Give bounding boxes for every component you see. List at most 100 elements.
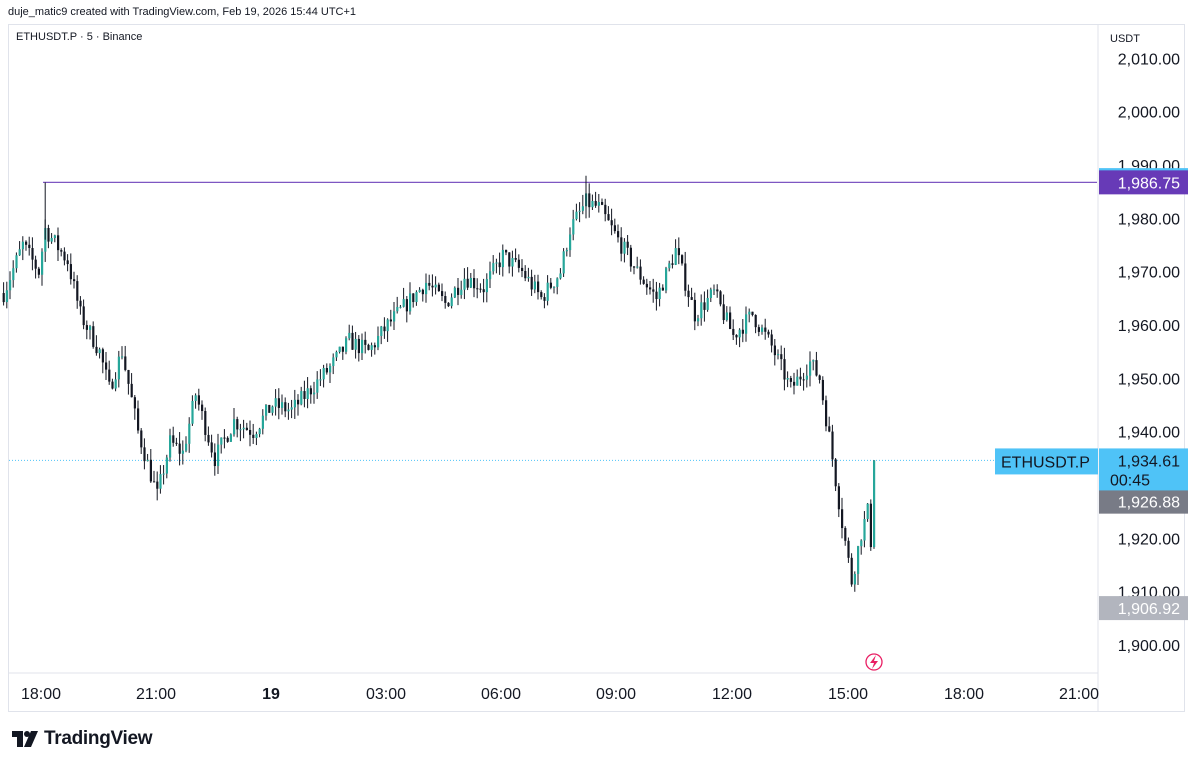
candle-body xyxy=(450,297,453,307)
current-price-tag: 1,934.61 xyxy=(1118,453,1180,470)
candle-body xyxy=(341,346,344,352)
candle-body xyxy=(367,344,370,350)
candle-body xyxy=(73,279,76,282)
candle-body xyxy=(837,486,840,510)
candle-body xyxy=(383,326,386,332)
candle-body xyxy=(514,258,517,260)
candle-body xyxy=(79,300,82,307)
price-axis-tick: 2,000.00 xyxy=(1118,105,1180,122)
candle-body xyxy=(620,237,623,254)
candle-body xyxy=(850,557,853,585)
candle-body xyxy=(437,284,440,292)
candle-body xyxy=(847,540,850,558)
candle-body xyxy=(453,287,456,298)
candle-body xyxy=(501,249,504,268)
candle-body xyxy=(268,404,271,413)
candle-body xyxy=(725,312,728,321)
candle-body xyxy=(834,459,837,487)
candle-body xyxy=(466,278,469,288)
candle-body xyxy=(719,291,722,305)
candle-body xyxy=(249,429,252,435)
candle-body xyxy=(668,263,671,269)
candle-body xyxy=(9,280,12,291)
candle-body xyxy=(242,427,245,430)
candle-body xyxy=(489,271,492,280)
candle-body xyxy=(658,287,661,300)
candle-body xyxy=(447,302,450,307)
tradingview-logo[interactable]: TradingView xyxy=(12,728,153,750)
candle-body xyxy=(226,437,229,442)
time-axis-tick: 09:00 xyxy=(596,686,636,703)
current-price-tag-bg xyxy=(1099,448,1188,491)
chart-credit: duje_matic9 created with TradingView.com… xyxy=(8,6,357,18)
candle-body xyxy=(284,402,287,412)
candle-body xyxy=(780,354,783,360)
candle-body xyxy=(114,379,117,389)
candle-body xyxy=(607,214,610,221)
candle-body xyxy=(841,509,844,529)
candle-body xyxy=(140,430,143,448)
candle-body xyxy=(53,235,56,239)
candle-body xyxy=(389,319,392,322)
candle-body xyxy=(185,443,188,451)
candle-body xyxy=(645,283,648,288)
bar-countdown: 00:45 xyxy=(1110,472,1150,489)
candle-body xyxy=(290,407,293,410)
candle-body xyxy=(181,450,184,454)
entry-price-tag-bg xyxy=(1099,489,1188,514)
candle-body xyxy=(517,259,520,268)
candle-body xyxy=(348,332,351,339)
candle-body xyxy=(748,311,751,315)
candle-body xyxy=(498,262,501,268)
candle-body xyxy=(405,299,408,312)
candle-body xyxy=(50,238,53,242)
candle-body xyxy=(149,459,152,482)
candle-body xyxy=(482,289,485,293)
candle-body xyxy=(428,282,431,286)
price-axis-tick: 1,900.00 xyxy=(1118,638,1180,655)
candle-body xyxy=(665,268,668,291)
symbol-legend[interactable]: ETHUSDT.P · 5 · Binance xyxy=(16,31,143,43)
candle-body xyxy=(277,398,280,408)
candle-body xyxy=(802,379,805,381)
candle-body xyxy=(213,452,216,467)
candle-body xyxy=(652,289,655,292)
candle-body xyxy=(540,292,543,298)
candle-body xyxy=(191,400,194,424)
candle-body xyxy=(527,276,530,279)
candle-body xyxy=(825,400,828,427)
candle-body xyxy=(66,260,69,265)
time-axis-tick: 18:00 xyxy=(21,686,61,703)
stop-price-tag: 1,906.92 xyxy=(1118,601,1180,618)
candle-body xyxy=(754,314,757,328)
candle-body xyxy=(2,293,5,303)
symbol-tag-bg xyxy=(995,448,1098,475)
candle-body xyxy=(613,225,616,232)
candle-body xyxy=(95,346,98,354)
tradingview-logo-icon xyxy=(12,731,38,747)
candle-body xyxy=(271,406,274,413)
candle-body xyxy=(617,231,620,238)
candle-body xyxy=(633,266,636,268)
candle-body xyxy=(441,291,444,297)
candle-body xyxy=(159,474,162,489)
candle-body xyxy=(76,281,79,301)
time-axis-tick: 15:00 xyxy=(828,686,868,703)
candle-body xyxy=(89,326,92,330)
candle-body xyxy=(111,381,114,389)
time-axis-tick: 18:00 xyxy=(944,686,984,703)
candle-body xyxy=(777,354,780,356)
candle-body xyxy=(329,366,332,373)
candle-body xyxy=(812,360,815,362)
candle-body xyxy=(521,267,524,271)
candle-body xyxy=(354,338,357,350)
candle-body xyxy=(745,314,748,334)
candle-body xyxy=(492,263,495,272)
lightning-icon[interactable] xyxy=(865,653,883,671)
candle-body xyxy=(309,388,312,395)
candle-body xyxy=(297,399,300,405)
candle-body xyxy=(194,395,197,401)
candle-body xyxy=(332,357,335,367)
candle-body xyxy=(338,346,341,352)
